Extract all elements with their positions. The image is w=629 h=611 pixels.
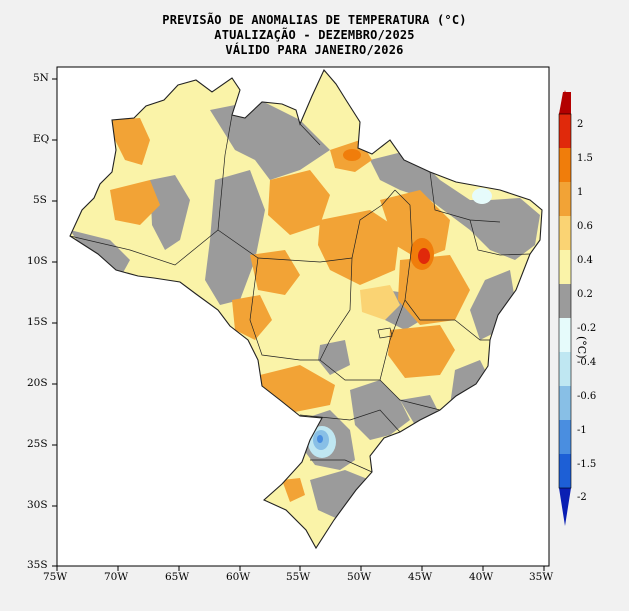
colorbar-label-neg-0-6: -0.6 — [577, 391, 597, 402]
lon-label-35w: 35W — [529, 571, 554, 583]
lon-label-65w: 65W — [165, 571, 190, 583]
lat-label-25s: 25S — [27, 438, 48, 450]
title-line-2: ATUALIZAÇÃO - DEZEMBRO/2025 — [214, 28, 415, 42]
colorbar-unit-label: (°C) — [575, 336, 588, 359]
lon-label-70w: 70W — [104, 571, 129, 583]
lat-label-30s: 30S — [27, 499, 48, 511]
colorbar-label-neg-1-5: -1.5 — [577, 459, 597, 470]
colorbar-label-neg-1: -1 — [577, 425, 587, 436]
colorbar-label-neg-2: -2 — [577, 492, 587, 503]
lat-label-20s: 20S — [27, 377, 48, 389]
colorbar-label-2: 2 — [577, 119, 584, 130]
colorbar-label-1-5: 1.5 — [577, 153, 593, 164]
colorbar-bottom-arrow — [559, 488, 571, 526]
lat-label-eq: EQ — [33, 133, 50, 145]
lon-label-40w: 40W — [469, 571, 494, 583]
colorbar — [558, 90, 572, 526]
lat-label-5n: 5N — [33, 72, 49, 84]
lat-label-15s: 15S — [27, 316, 48, 328]
title-line-3: VÁLIDO PARA JANEIRO/2026 — [225, 43, 404, 57]
colorbar-label-0-2: 0.2 — [577, 289, 593, 300]
lat-label-35s: 35S — [27, 559, 48, 571]
colorbar-label-0-6: 0.6 — [577, 221, 593, 232]
colorbar-label-0-4: 0.4 — [577, 255, 593, 266]
lon-label-75w: 75W — [43, 571, 68, 583]
colorbar-label-neg-0-2: -0.2 — [577, 323, 597, 334]
colorbar-label-1: 1 — [577, 187, 584, 198]
lat-label-5s: 5S — [33, 194, 47, 206]
lon-label-50w: 50W — [347, 571, 372, 583]
lat-label-10s: 10S — [27, 255, 48, 267]
axis-ticks — [52, 78, 545, 571]
colorbar-label-neg-0-4: -0.4 — [577, 357, 597, 368]
state-boundaries — [69, 114, 531, 473]
lon-label-45w: 45W — [408, 571, 433, 583]
lon-label-60w: 60W — [226, 571, 251, 583]
lon-label-55w: 55W — [286, 571, 311, 583]
title-line-1: PREVISÃO DE ANOMALIAS DE TEMPERATURA (°C… — [162, 13, 467, 27]
